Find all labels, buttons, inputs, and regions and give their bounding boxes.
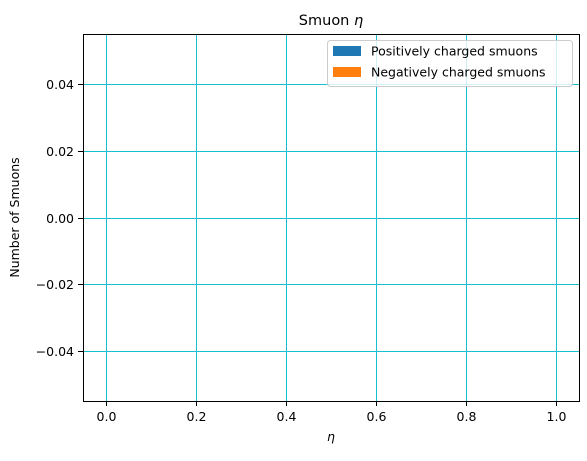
legend-label-positive: Positively charged smuons [371,44,538,59]
x-tick-label-0: 0.0 [97,409,117,424]
x-tick-label-2: 0.4 [277,409,297,424]
plot-frame [83,34,580,402]
y-tick-label-3: 0.02 [46,144,74,159]
legend: Positively charged smuons Negatively cha… [327,40,573,87]
chart-title-symbol: η [354,13,363,29]
legend-label-negative: Negatively charged smuons [371,65,546,80]
chart-title: Smuon η [299,13,363,29]
legend-swatch-positive [333,46,361,56]
y-tick-label-0: −0.04 [36,344,74,359]
y-tick-label-2: 0.00 [46,211,74,226]
x-axis-label: η [327,429,335,444]
y-tick-label-1: −0.02 [36,277,74,292]
x-tick-label-4: 0.8 [457,409,477,424]
y-tick-label-4: 0.04 [46,77,74,92]
x-tick-label-3: 0.6 [367,409,387,424]
x-tick-label-1: 0.2 [187,409,207,424]
y-axis-ticks: −0.04 −0.02 0.00 0.02 0.04 [36,77,83,359]
x-tick-label-5: 1.0 [547,409,567,424]
y-axis-label: Number of Smuons [7,157,22,277]
chart-title-prefix: Smuon [299,13,354,29]
x-axis-ticks: 0.0 0.2 0.4 0.6 0.8 1.0 [97,401,567,424]
legend-box [327,40,573,87]
legend-swatch-negative [333,67,361,77]
